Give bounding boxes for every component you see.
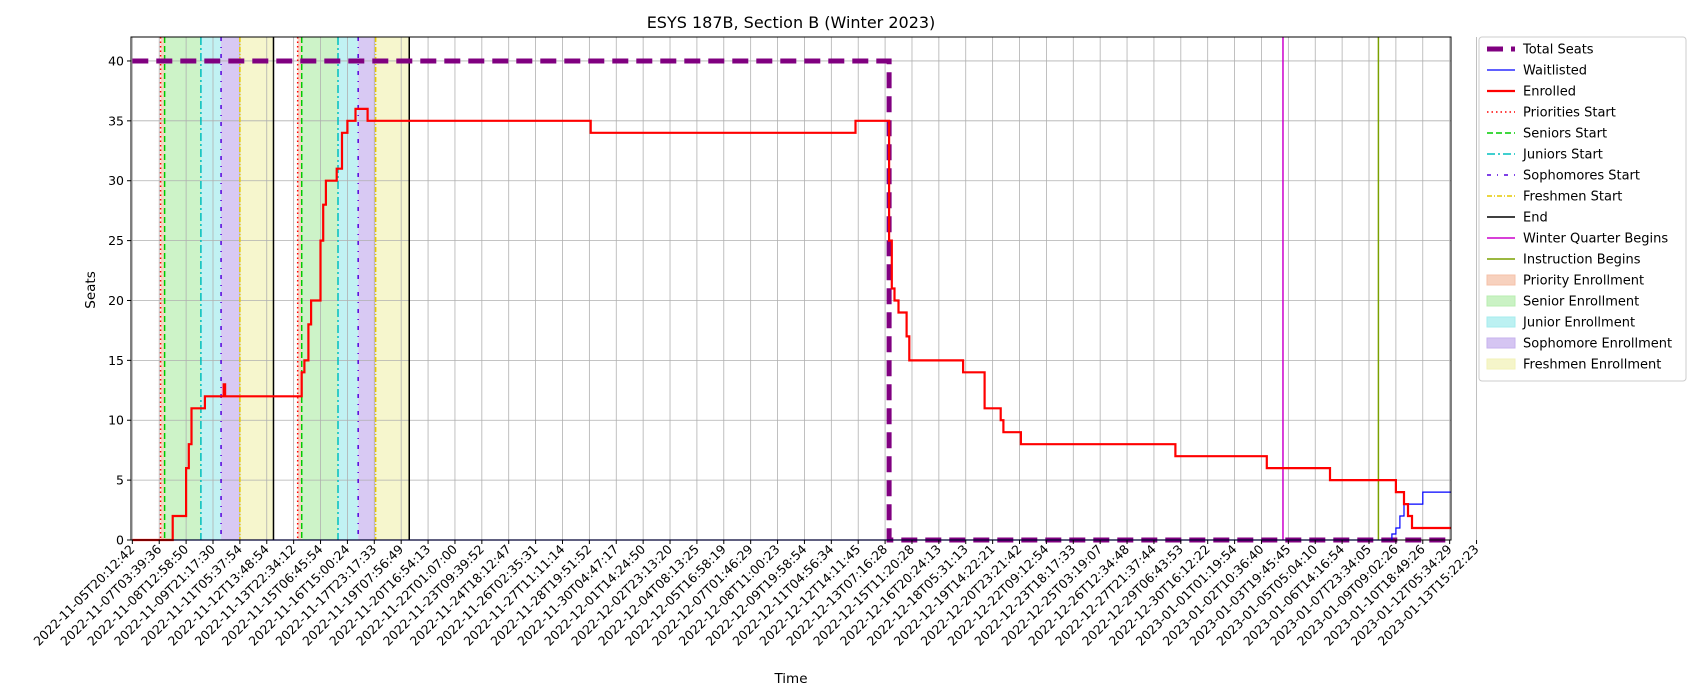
plot-area: 05101520253035402022-11-05T20:12:422022-… <box>30 36 1482 649</box>
sophomore-enrollment-region-1 <box>221 37 240 540</box>
x-axis-title: Time <box>773 671 807 687</box>
chart-title: ESYS 187B, Section B (Winter 2023) <box>647 13 936 32</box>
legend-label-sophomore-enrollment: Sophomore Enrollment <box>1523 337 1672 352</box>
axes-frame <box>130 36 1452 541</box>
legend-label-junior-enrollment: Junior Enrollment <box>1522 316 1635 331</box>
priority-enrollment-region-2 <box>297 37 302 540</box>
legend-label-end: End <box>1523 211 1548 226</box>
legend-swatch-freshmen-enrollment <box>1486 358 1516 370</box>
sophomore-enrollment-region-2 <box>358 37 376 540</box>
legend: Total Seats Waitlisted Enrolled Priorities … <box>1478 36 1687 382</box>
y-axis-title: Seats <box>83 271 99 308</box>
waitlisted-series-line <box>132 491 1451 541</box>
priority-enrollment-region-1 <box>160 37 165 540</box>
y-tick-label: 10 <box>108 413 124 428</box>
legend-box <box>1478 36 1687 382</box>
junior-enrollment-region-1 <box>200 37 222 540</box>
y-tick-label: 30 <box>108 173 124 188</box>
y-tick-label: 15 <box>108 353 124 368</box>
y-tick-label: 5 <box>116 473 124 488</box>
legend-swatch-senior-enrollment <box>1486 295 1516 307</box>
legend-label-priorities-start: Priorities Start <box>1523 106 1616 121</box>
legend-label-waitlisted: Waitlisted <box>1523 64 1587 79</box>
legend-swatch-priority-enrollment <box>1486 274 1516 286</box>
legend-label-juniors-start: Juniors Start <box>1522 148 1603 163</box>
legend-label-sophomores-start: Sophomores Start <box>1523 169 1640 184</box>
legend-label-freshmen-start: Freshmen Start <box>1523 190 1622 205</box>
legend-label-instruction-begins: Instruction Begins <box>1523 253 1641 268</box>
legend-label-total-seats: Total Seats <box>1522 43 1594 58</box>
legend-label-enrolled: Enrolled <box>1523 85 1576 100</box>
y-tick-label: 20 <box>108 293 124 308</box>
legend-swatch-sophomore-enrollment <box>1486 337 1516 349</box>
enrolled-series-line <box>132 107 1451 542</box>
y-tick-label: 35 <box>108 113 124 128</box>
y-tick-label: 40 <box>108 53 124 68</box>
y-tick-label: 0 <box>116 533 124 548</box>
legend-label-seniors-start: Seniors Start <box>1523 127 1607 142</box>
legend-label-freshmen-enrollment: Freshmen Enrollment <box>1523 358 1661 373</box>
legend-swatch-junior-enrollment <box>1486 316 1516 328</box>
y-tick-label: 25 <box>108 233 124 248</box>
legend-label-priority-enrollment: Priority Enrollment <box>1523 274 1644 289</box>
legend-label-winter-quarter-begins: Winter Quarter Begins <box>1523 232 1668 247</box>
legend-label-senior-enrollment: Senior Enrollment <box>1523 295 1639 310</box>
senior-enrollment-region-1 <box>164 37 201 540</box>
freshmen-enrollment-region-1 <box>239 37 274 540</box>
freshmen-enrollment-region-2 <box>375 37 410 540</box>
